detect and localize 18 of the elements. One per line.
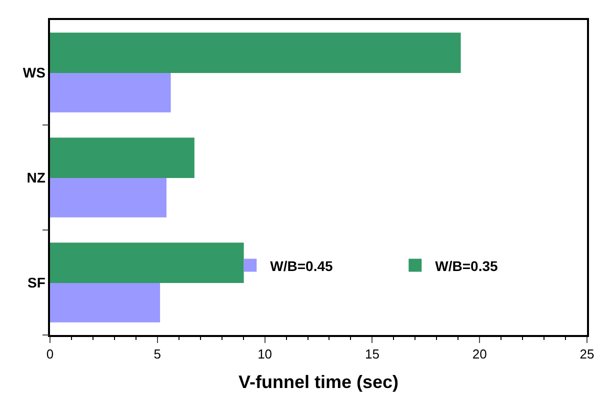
x-tick-label: 10 bbox=[258, 346, 272, 362]
legend-label: W/B=0.35 bbox=[435, 258, 498, 274]
bar bbox=[50, 177, 166, 218]
x-tick-label: 5 bbox=[154, 346, 162, 362]
bar bbox=[50, 138, 194, 178]
y-tick-label: SF bbox=[28, 274, 46, 290]
x-tick-label: 15 bbox=[364, 346, 380, 362]
x-axis-title: V-funnel time (sec) bbox=[238, 372, 399, 392]
y-tick-label: NZ bbox=[26, 169, 46, 186]
y-tick-label: WS bbox=[22, 64, 46, 80]
x-tick-label: 25 bbox=[580, 346, 594, 362]
x-tick-label: 20 bbox=[472, 346, 487, 362]
x-tick-label: 0 bbox=[46, 346, 54, 362]
bar bbox=[50, 72, 171, 112]
bar bbox=[50, 282, 160, 322]
bar bbox=[50, 242, 244, 283]
legend-label: W/B=0.45 bbox=[270, 258, 333, 274]
bar bbox=[50, 32, 461, 73]
